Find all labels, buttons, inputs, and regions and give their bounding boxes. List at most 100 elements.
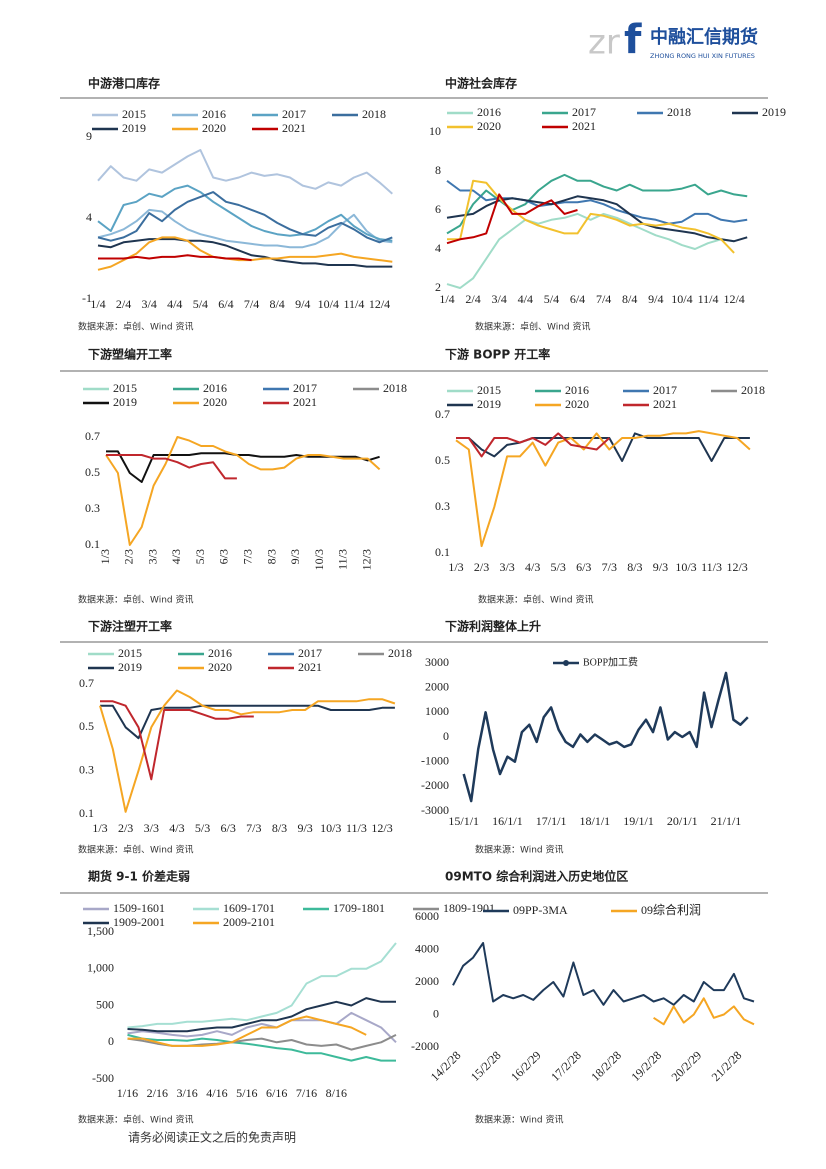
legend-label: 2016 (477, 105, 501, 119)
x-tick-label: 15/2/28 (468, 1048, 504, 1084)
legend-label: 2018 (741, 383, 765, 397)
legend-label: 2021 (572, 119, 596, 133)
y-tick-label: 0.7 (435, 407, 450, 421)
legend-label: 2017 (282, 107, 306, 121)
x-tick-label: 7/3 (241, 549, 255, 564)
x-tick-label: 11/4 (343, 297, 364, 311)
x-tick-label: 3/3 (499, 560, 514, 574)
legend-label: 2020 (208, 660, 232, 674)
chart-title: 下游注塑开工率 (88, 619, 172, 634)
legend-label: 2017 (653, 383, 677, 397)
x-tick-label: 21/2/28 (709, 1048, 745, 1084)
legend-label: 2018 (383, 381, 407, 395)
x-tick-label: 11/3 (336, 549, 350, 570)
y-tick-label: 6000 (415, 909, 439, 923)
series-line (97, 208, 393, 249)
chart-title: 中游港口库存 (88, 76, 160, 91)
y-tick-label: 2 (435, 280, 441, 294)
y-tick-label: 0.1 (435, 545, 450, 559)
legend-label: 2018 (667, 105, 691, 119)
y-tick-label: 6 (435, 202, 441, 216)
y-tick-label: 0.7 (85, 429, 100, 443)
x-tick-label: 19/2/28 (628, 1048, 664, 1084)
legend-label: 2015 (118, 646, 142, 660)
x-tick-label: 2/4 (465, 292, 480, 306)
x-tick-label: 10/3 (320, 821, 341, 835)
series-line (97, 191, 393, 244)
x-tick-label: 7/3 (602, 560, 617, 574)
y-tick-label: 0 (433, 1006, 439, 1020)
y-tick-label: 4000 (415, 941, 439, 955)
x-tick-label: 5/16 (236, 1086, 257, 1100)
chart-source: 数据来源：卓创、Wind 资讯 (78, 1114, 193, 1126)
x-tick-label: 6/4 (570, 292, 585, 306)
legend-label: 2020 (202, 121, 226, 135)
legend-label: 2021 (293, 395, 317, 409)
series-line (127, 1033, 396, 1062)
legend-label: 2019 (477, 397, 501, 411)
series-line (106, 454, 237, 480)
legend-label: 1909-2001 (113, 915, 165, 929)
legend-label: 2017 (298, 646, 322, 660)
x-tick-label: 6/16 (266, 1086, 287, 1100)
x-tick-label: 1/3 (98, 549, 112, 564)
series-line (127, 997, 396, 1033)
y-tick-label: 2000 (415, 974, 439, 988)
series-line (97, 184, 393, 242)
y-tick-label: 500 (96, 997, 114, 1011)
y-tick-label: 0.3 (435, 499, 450, 513)
y-tick-label: 4 (435, 241, 441, 255)
x-tick-label: 12/4 (723, 292, 744, 306)
legend-label: 2021 (653, 397, 677, 411)
chart-title: 09MTO 综合利润进入历史地位区 (445, 869, 628, 884)
series-line (446, 212, 735, 289)
x-tick-label: 17/1/1 (536, 814, 567, 828)
legend-label: 2016 (208, 646, 232, 660)
chart-title: 下游 BOPP 开工率 (445, 347, 550, 362)
x-tick-label: 10/4 (318, 297, 339, 311)
x-tick-label: 11/3 (346, 821, 367, 835)
x-tick-label: 3/4 (142, 297, 157, 311)
legend-label: 2021 (298, 660, 322, 674)
series-line (105, 436, 381, 546)
logo-mark: f (624, 17, 642, 63)
y-tick-label: 2000 (425, 679, 449, 693)
chart-title: 下游利润整体上升 (445, 619, 541, 634)
series-line (100, 704, 395, 740)
x-tick-label: 7/4 (244, 297, 259, 311)
x-tick-label: 8/4 (622, 292, 637, 306)
x-tick-label: 4/3 (169, 821, 184, 835)
legend-label: 2016 (202, 107, 226, 121)
x-tick-label: 5/3 (551, 560, 566, 574)
series-line (127, 942, 397, 1029)
x-tick-label: 15/1/1 (448, 814, 479, 828)
y-tick-label: -500 (92, 1071, 114, 1085)
x-tick-label: 12/3 (726, 560, 747, 574)
x-tick-label: 2/3 (474, 560, 489, 574)
x-tick-label: 9/3 (297, 821, 312, 835)
chart-source: 数据来源：Wind 资讯 (475, 844, 563, 856)
legend-label: 2016 (203, 381, 227, 395)
x-tick-label: 2/3 (118, 821, 133, 835)
x-tick-label: 3/3 (145, 549, 159, 564)
x-tick-label: 8/3 (272, 821, 287, 835)
x-tick-label: 12/3 (359, 549, 373, 570)
x-tick-label: 12/4 (369, 297, 390, 311)
legend-label: 2015 (113, 381, 137, 395)
x-tick-label: 10/3 (675, 560, 696, 574)
legend-label: 2015 (477, 383, 501, 397)
x-tick-label: 10/4 (671, 292, 692, 306)
x-tick-label: 7/4 (596, 292, 611, 306)
legend-label: 2017 (572, 105, 596, 119)
legend-label: BOPP加工费 (583, 655, 638, 668)
x-tick-label: 3/3 (144, 821, 159, 835)
y-tick-label: 0 (443, 729, 449, 743)
x-tick-label: 1/3 (92, 821, 107, 835)
y-tick-label: 4 (86, 210, 92, 224)
logo-mark: zr (588, 23, 620, 63)
x-tick-label: 5/4 (193, 297, 208, 311)
legend-label: 2020 (477, 119, 501, 133)
x-tick-label: 21/1/1 (711, 814, 742, 828)
chart-title: 下游塑编开工率 (88, 347, 172, 362)
